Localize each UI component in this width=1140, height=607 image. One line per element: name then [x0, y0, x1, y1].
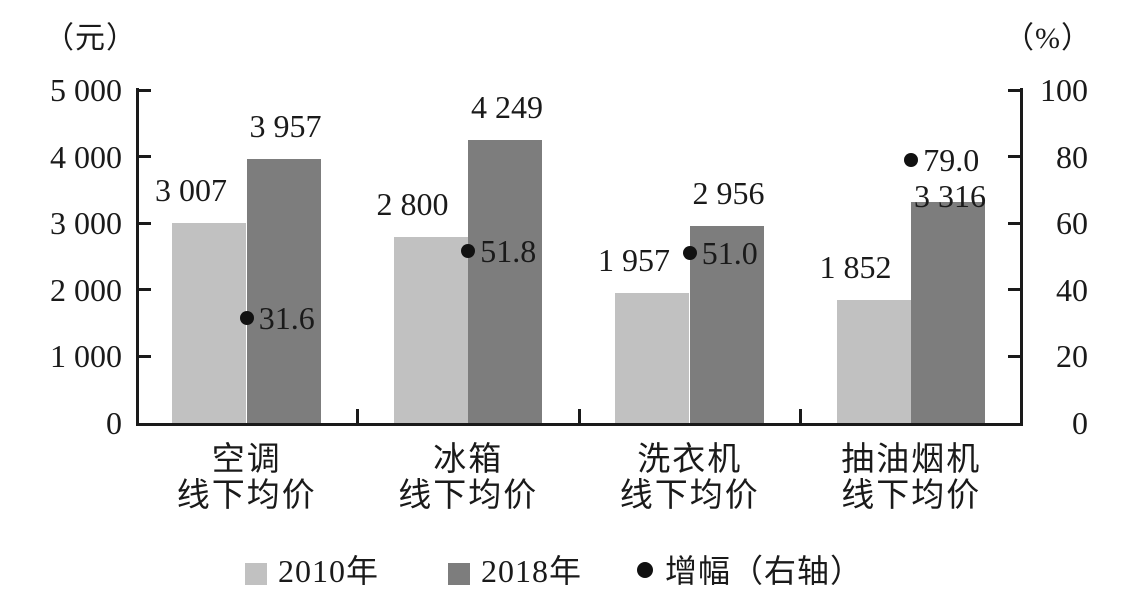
right-axis-unit-label: （%） [1004, 22, 1092, 55]
legend-dot-growth-icon [637, 562, 653, 578]
growth-value-label: 51.0 [701, 235, 758, 272]
bar-value-label: 1 852 [819, 248, 892, 285]
right-axis-line [1020, 88, 1023, 426]
category-separator-tick [356, 409, 359, 423]
category-label-line1: 空调 [211, 442, 282, 478]
right-axis-tick [1008, 221, 1020, 225]
growth-dot [239, 310, 254, 325]
right-axis-tick [1008, 155, 1020, 159]
right-axis-tick [1008, 88, 1020, 92]
bar-value-label: 3 957 [249, 108, 322, 145]
growth-dot [904, 152, 919, 167]
left-axis-tick [139, 221, 151, 225]
bar-value-label: 2 956 [692, 175, 765, 212]
category-label-line1: 抽油烟机 [841, 442, 982, 478]
category-label-line2: 线下均价 [841, 478, 982, 514]
category-label-line2: 线下均价 [176, 478, 317, 514]
bar-2018年-2 [468, 140, 542, 423]
bar-2018年-3 [689, 226, 764, 423]
legend-swatch-2010-icon [245, 563, 267, 585]
left-axis-tick-label: 2 000 [50, 271, 122, 308]
bar-2010年-1 [172, 222, 246, 423]
category-label-line1: 冰箱 [433, 442, 504, 478]
growth-dot [682, 246, 697, 261]
category-label-line2: 线下均价 [398, 478, 539, 514]
x-axis-line [136, 423, 1023, 426]
bar-value-label: 3 007 [155, 171, 227, 208]
bar-value-label: 4 249 [471, 89, 543, 126]
legend-swatch-2018-icon [448, 563, 470, 585]
bar-2018年-1 [246, 159, 321, 423]
category-label-line1: 洗衣机 [637, 442, 743, 478]
right-axis-tick-label: 20 [1056, 338, 1088, 375]
right-axis-tick [1008, 354, 1020, 358]
bar-2010年-2 [393, 236, 468, 423]
left-axis-tick-label: 3 000 [50, 205, 122, 242]
left-axis-tick-label: 0 [106, 405, 122, 441]
left-axis-tick-label: 4 000 [50, 138, 122, 175]
category-label: 洗衣机 线下均价 [620, 442, 760, 514]
left-axis-unit-label: （元） [44, 22, 137, 55]
right-axis-tick-label: 60 [1056, 205, 1088, 242]
left-axis-line [136, 88, 139, 426]
left-axis-tick [139, 155, 151, 159]
category-label: 抽油烟机 线下均价 [841, 442, 981, 514]
right-axis-tick-label: 40 [1056, 271, 1088, 308]
left-axis-tick-label: 1 000 [50, 338, 122, 375]
right-axis-tick-label: 100 [1040, 72, 1088, 108]
growth-dot [461, 243, 476, 258]
legend-label-2010: 2010年 [278, 553, 380, 589]
left-axis-tick [139, 88, 151, 92]
right-axis-tick [1008, 288, 1020, 292]
left-axis-tick [139, 354, 151, 358]
category-separator-tick [799, 409, 802, 423]
bar-value-label: 2 800 [376, 185, 449, 222]
bar-value-label: 1 957 [598, 241, 670, 278]
category-separator-tick [577, 409, 581, 423]
bar-2010年-4 [836, 299, 911, 423]
growth-value-label: 31.6 [258, 299, 315, 336]
category-label: 空调 线下均价 [177, 442, 317, 514]
legend-label-growth: 增幅（右轴） [665, 553, 864, 589]
bar-2018年-4 [911, 202, 985, 423]
left-axis-tick-label: 5 000 [50, 72, 122, 108]
category-label: 冰箱 线下均价 [398, 442, 538, 514]
right-axis-tick-label: 80 [1056, 138, 1088, 175]
left-axis-tick [139, 288, 151, 292]
bar-value-label: 3 316 [914, 178, 986, 215]
legend-label-2018: 2018年 [481, 553, 583, 589]
category-label-line2: 线下均价 [619, 478, 760, 514]
growth-value-label: 51.8 [480, 232, 537, 269]
bar-2010年-3 [615, 292, 689, 423]
growth-value-label: 79.0 [923, 141, 980, 178]
right-axis-tick-label: 0 [1072, 405, 1088, 441]
